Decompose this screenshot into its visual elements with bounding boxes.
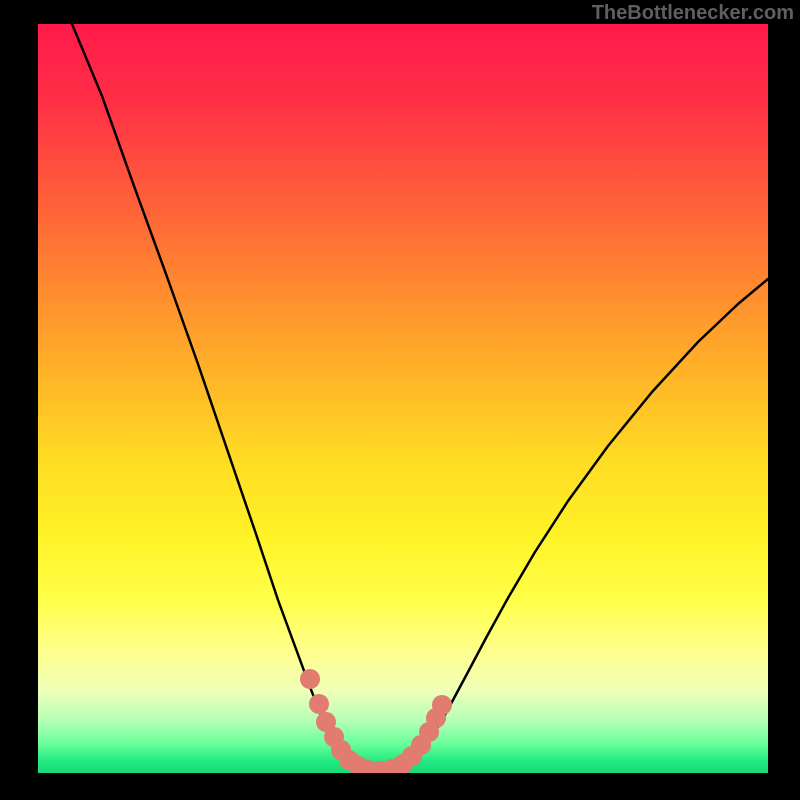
marker-dot: [309, 694, 329, 714]
plot-area: [38, 24, 768, 773]
marker-dot: [300, 669, 320, 689]
curve-layer: [38, 24, 768, 773]
bottleneck-curve: [72, 24, 768, 772]
marker-dot: [432, 695, 452, 715]
watermark-text: TheBottlenecker.com: [592, 2, 794, 25]
marker-group: [300, 669, 452, 773]
chart-container: TheBottlenecker.com: [0, 0, 800, 800]
